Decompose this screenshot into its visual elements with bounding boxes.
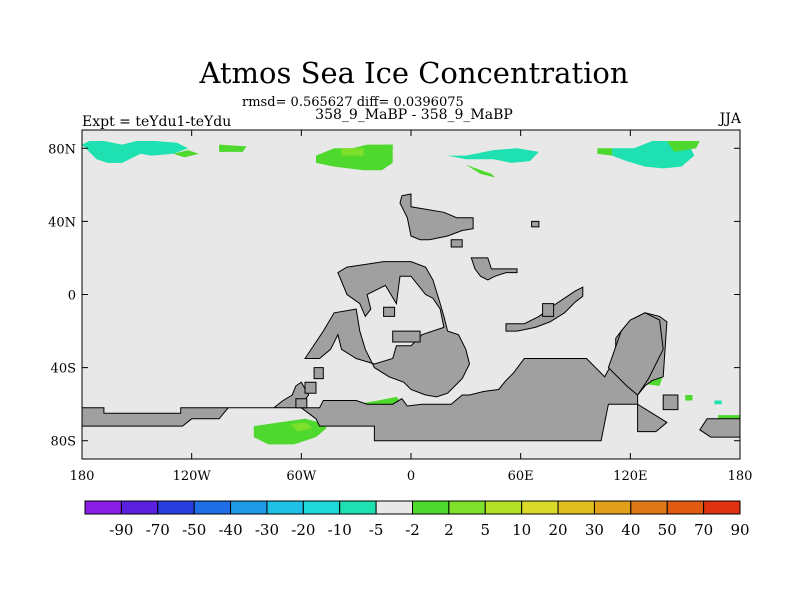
colorbar-label: -90 xyxy=(109,521,133,539)
y-tick-label: 40S xyxy=(51,362,76,377)
colorbar-label: 2 xyxy=(444,521,454,539)
colorbar-label: -2 xyxy=(405,521,420,539)
anomaly-patch-6 xyxy=(465,164,496,178)
colorbar-swatch xyxy=(593,500,632,515)
anomaly-patches xyxy=(82,141,740,445)
colorbar-swatch xyxy=(412,500,450,515)
anomaly-patch-10 xyxy=(341,148,364,156)
colorbar-swatch xyxy=(630,500,668,515)
colorbar-label: 50 xyxy=(658,521,677,539)
colorbar-label: 90 xyxy=(730,521,749,539)
anomaly-patch-1 xyxy=(447,148,539,163)
land-mass-11 xyxy=(699,418,741,438)
stats-text: rmsd= 0.565627 diff= 0.0396075 xyxy=(242,95,464,110)
anomaly-patch-9 xyxy=(666,141,700,152)
colorbar-label: -30 xyxy=(255,521,279,539)
colorbar-label: 5 xyxy=(481,521,491,539)
y-tick-label: 0 xyxy=(68,289,76,304)
colorbar-label: -5 xyxy=(369,521,384,539)
land-mass-14 xyxy=(313,367,324,380)
anomaly-patch-0 xyxy=(82,141,188,163)
land-mass-1 xyxy=(304,261,471,398)
land-layer xyxy=(81,193,741,442)
land-mass-13 xyxy=(304,381,317,394)
land-mass-8 xyxy=(542,303,555,317)
axes: 180 120W 60W 0 60E 120E 180 80N 40N 0 40S 80S xyxy=(48,130,752,484)
x-tick-label: 120W xyxy=(173,469,212,484)
land-mass-2 xyxy=(399,193,474,241)
colorbar-swatch xyxy=(484,500,523,515)
x-tick-label: 60E xyxy=(508,469,534,484)
x-tick-label: 180 xyxy=(728,469,753,484)
colorbar-label: -70 xyxy=(146,521,170,539)
colorbar-swatch xyxy=(339,500,377,515)
colorbar-label: -20 xyxy=(291,521,315,539)
y-tick-label: 80S xyxy=(51,435,76,450)
colorbar-label: 20 xyxy=(549,521,568,539)
colorbar-label: 70 xyxy=(694,521,713,539)
colorbar-swatch xyxy=(521,500,559,515)
anomaly-patch-4 xyxy=(219,144,247,152)
colorbar-swatch xyxy=(302,500,341,515)
x-tick-label: 60W xyxy=(286,469,317,484)
land-mass-15 xyxy=(531,220,540,228)
anomaly-patch-3 xyxy=(316,144,393,171)
colorbar-swatch xyxy=(266,500,304,515)
land-mass-3 xyxy=(470,257,518,281)
anomaly-patch-12 xyxy=(290,422,313,432)
colorbar-swatch xyxy=(84,500,122,515)
anomaly-patch-17 xyxy=(685,395,693,401)
anomaly-patch-18 xyxy=(714,400,722,405)
colorbar-label: -50 xyxy=(182,521,206,539)
y-tick-label: 40N xyxy=(48,215,76,230)
land-mass-5 xyxy=(607,312,664,396)
x-tick-label: 180 xyxy=(70,469,95,484)
land-mass-7 xyxy=(450,239,463,248)
land-mass-6 xyxy=(392,330,421,343)
colorbar-swatch xyxy=(193,500,232,515)
chart-title: Atmos Sea Ice Concentration xyxy=(199,56,629,90)
colorbar: -90 -70 -50 -40 -30 -20 -10 -5 -2 2 5 10 20 30 40 50 70 9… xyxy=(84,500,750,539)
anomaly-patch-8 xyxy=(381,144,393,152)
colorbar-label: 10 xyxy=(512,521,531,539)
colorbar-swatch xyxy=(703,500,741,515)
colorbar-label: -40 xyxy=(218,521,242,539)
x-tick-label: 120E xyxy=(613,469,647,484)
colorbar-label: 40 xyxy=(621,521,640,539)
experiment-label: Expt = teYdu1-teYdu xyxy=(82,114,232,130)
land-mass-10 xyxy=(662,394,679,411)
colorbar-swatch xyxy=(448,500,486,515)
chart-subtitle: 358_9_MaBP - 358_9_MaBP xyxy=(315,107,513,123)
colorbar-swatch xyxy=(230,500,268,515)
land-mass-9 xyxy=(383,306,396,317)
colorbar-label: -10 xyxy=(328,521,352,539)
colorbar-swatch xyxy=(157,500,195,515)
colorbar-swatch xyxy=(375,500,414,515)
colorbar-label: 30 xyxy=(585,521,604,539)
colorbar-swatch xyxy=(120,500,159,515)
anomaly-patch-5 xyxy=(173,150,199,158)
y-tick-label: 80N xyxy=(48,142,76,157)
colorbar-swatch xyxy=(666,500,705,515)
land-mass-12 xyxy=(295,398,308,409)
season-label: JJA xyxy=(719,111,741,127)
colorbar-swatch xyxy=(557,500,595,515)
x-tick-label: 0 xyxy=(407,469,415,484)
anomaly-patch-7 xyxy=(597,148,613,156)
